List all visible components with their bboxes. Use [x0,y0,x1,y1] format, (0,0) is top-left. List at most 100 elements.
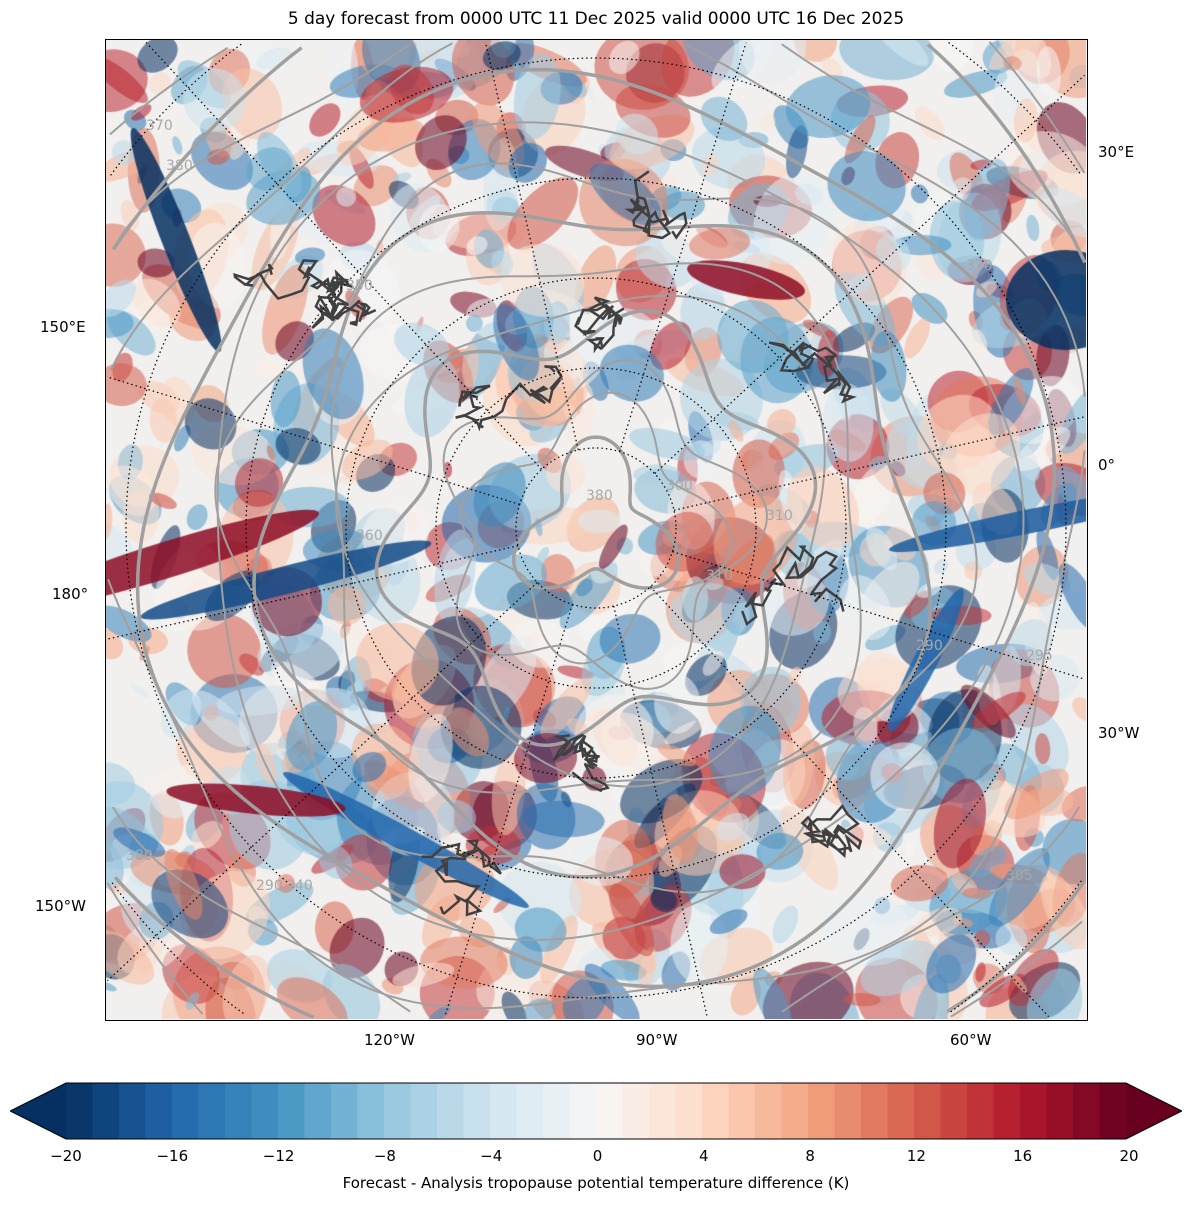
colorbar-tick-label: 20 [1119,1147,1139,1165]
colorbar-tick-label: 16 [1013,1147,1033,1165]
contour-label: 290 [256,878,283,894]
colorbar-bin [1073,1083,1100,1139]
coastline [455,365,563,432]
colorbar-bin [702,1083,729,1139]
lon-label-0: 0° [1098,456,1116,474]
colorbar-bin [940,1083,968,1139]
contour-label: 380 [586,488,613,504]
colorbar-bin [66,1083,93,1139]
colorbar-bin [198,1083,226,1139]
colorbar-bin [834,1083,862,1139]
colorbar-bin [781,1083,809,1139]
colorbar-bin [543,1083,570,1139]
colorbar-bin [1020,1083,1047,1139]
meridian-line [145,42,543,470]
colorbar-bin [728,1083,756,1139]
contour-label: 370 [146,118,173,134]
colorbar-tick-label: −16 [156,1147,189,1165]
contour-label: 370 [966,258,993,274]
lon-label-150e: 150°E [40,318,86,336]
colorbar-bin [516,1083,544,1139]
colorbar-extend-min [10,1083,66,1139]
contour-label: 380 [126,848,153,864]
isentrope-contour [374,308,818,748]
colorbar-tick-label: 4 [699,1147,709,1165]
colorbar-bin [649,1083,676,1139]
isentrope-contour [442,359,768,690]
colorbar-bin [1099,1083,1127,1139]
latitude-circle [245,177,947,879]
colorbar-bin [887,1083,915,1139]
meridian-line [108,545,519,640]
colorbar-tick-label: −12 [262,1147,295,1165]
isentrope-contour [334,294,826,788]
colorbar-bin [914,1083,941,1139]
lon-label-150w: 150°W [35,897,86,915]
latitude-circle [515,447,677,609]
contour-label: 360 [356,528,383,544]
coastline [768,340,857,404]
coastline [624,170,688,240]
isentrope-contour [216,121,1025,942]
colorbar-bin [675,1083,703,1139]
meridian-line [649,586,1050,1017]
lon-label-90w: 90°W [636,1031,678,1049]
colorbar-tick-label: 0 [592,1147,603,1165]
colorbar-bin [92,1083,120,1139]
coastline [233,259,360,327]
colorbar-tick-label: −8 [373,1147,396,1165]
isentrope-contour [111,43,1086,1019]
colorbar-bin [384,1083,411,1139]
coastline [741,545,845,627]
meridian-line [619,42,747,452]
colorbar-bin [967,1083,994,1139]
latitude-circle [345,277,847,779]
lon-label-60w: 60°W [950,1031,992,1049]
isentrope-contour [135,67,1057,989]
lon-label-30w: 30°W [1098,724,1140,742]
isentrope-contour [111,43,1081,1013]
colorbar-tick-label: −4 [480,1147,503,1165]
colorbar-bin [596,1083,623,1139]
colorbar-bin [622,1083,650,1139]
forecast-map: 370 380 350 360 380 300 310 290 295 305 340 370 380 2… [105,39,1088,1021]
colorbar-bin [808,1083,835,1139]
isentrope-contour [330,262,862,794]
latitude-circle [435,367,757,689]
colorbar-bin [119,1083,146,1139]
colorbar-tick-label: 12 [906,1147,926,1165]
colorbar-bin [357,1083,385,1139]
meridian-line [613,605,708,1018]
meridian-line [444,604,573,1018]
colorbar-tick-label: −20 [50,1147,82,1165]
colorbar-bin [569,1083,597,1139]
contour-label: 310 [706,568,733,584]
meridian-line [107,581,538,982]
colorbar-bin [1046,1083,1074,1139]
colorbar [10,1082,1182,1140]
colorbar-bin [304,1083,332,1139]
colorbar-extend-max [1126,1083,1182,1139]
colorbar-bin [490,1083,517,1139]
lon-label-180: 180° [52,585,89,603]
map-title: 5 day forecast from 0000 UTC 11 Dec 2025… [287,9,905,29]
contour-label: 305 [1006,868,1033,884]
colorbar-bin [463,1083,491,1139]
colorbar-bin [278,1083,305,1139]
contour-label: 350 [346,278,373,294]
colorbar-bin [331,1083,358,1139]
isentrope-contour [214,162,978,894]
difference-field [106,40,1086,1019]
meridian-line [654,74,1085,475]
isentrope-contour [459,391,733,665]
contour-label: 310 [766,508,793,524]
colorbar-bin [755,1083,782,1139]
lon-label-30e: 30°E [1098,143,1135,161]
colorbar-bin [410,1083,438,1139]
isentrope-contour [511,435,681,590]
contour-label: 295 [1026,648,1053,664]
contour-label: 340 [286,878,313,894]
graticule-overlay: 370 380 350 360 380 300 310 290 295 305 340 370 380 2… [106,41,1086,1019]
colorbar-label: Forecast - Analysis tropopause potential… [342,1174,850,1192]
colorbar-bin [225,1083,252,1139]
